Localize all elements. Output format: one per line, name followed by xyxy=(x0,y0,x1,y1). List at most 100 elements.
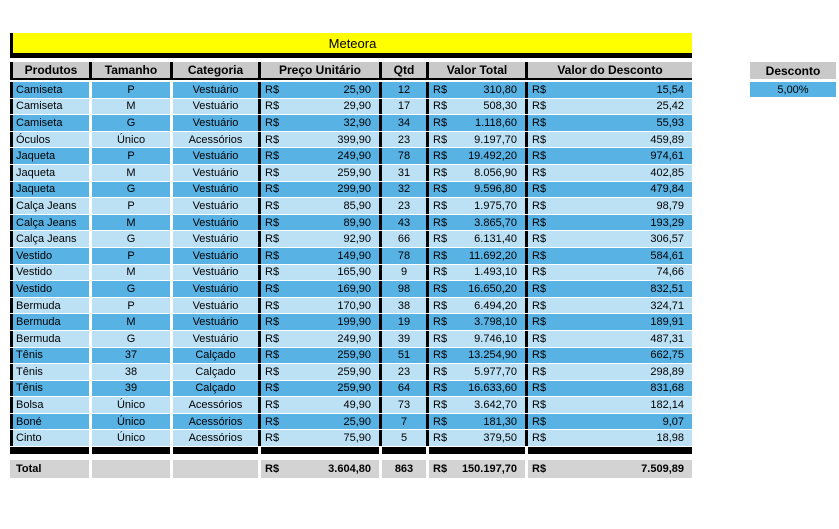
cell-qtd: 34 xyxy=(382,115,426,131)
strip-segment xyxy=(173,447,258,455)
cell-valor_total: R$ 1.118,60 xyxy=(429,115,525,131)
currency-symbol: R$ xyxy=(265,150,280,163)
column-separator xyxy=(379,115,382,131)
column-separator xyxy=(258,247,261,264)
currency-symbol: R$ xyxy=(265,216,280,229)
cell-valor_total: R$ 16.633,60 xyxy=(429,380,525,397)
column-separator xyxy=(89,264,92,281)
column-separator xyxy=(258,115,261,131)
cell-valor_total: R$ 3.865,70 xyxy=(429,214,525,231)
column-separator xyxy=(170,413,173,430)
column-separator xyxy=(258,82,261,98)
desconto-panel: Desconto 5,00% xyxy=(750,62,836,97)
table-row: Vestido G Vestuário R$ 169,90 98 R$ 16.650,20 R$… xyxy=(10,281,692,297)
cell-valor_total: R$ 19.492,20 xyxy=(429,148,525,164)
currency-symbol: R$ xyxy=(433,365,448,378)
cell-valor_desconto: R$ 74,66 xyxy=(528,264,692,281)
cell-value: 379,50 xyxy=(483,432,517,445)
column-separator xyxy=(89,82,92,98)
column-separator xyxy=(258,397,261,413)
cell-categoria: Acessórios xyxy=(173,413,258,430)
cell-value: 259,90 xyxy=(337,349,371,362)
cell-valor_total: R$ 3.798,10 xyxy=(429,314,525,330)
cell-valor_desconto: R$ 193,29 xyxy=(528,214,692,231)
table-body: Camiseta P Vestuário R$ 25,90 12 R$ 310,80 R$ 15,… xyxy=(10,82,692,447)
column-separator xyxy=(426,397,429,413)
table-left-border xyxy=(10,281,13,297)
currency-symbol: R$ xyxy=(433,282,448,295)
currency-symbol: R$ xyxy=(433,216,448,229)
cell-valor_desconto: R$ 402,85 xyxy=(528,164,692,181)
column-separator xyxy=(258,297,261,314)
column-separator xyxy=(170,231,173,247)
cell-value: 306,57 xyxy=(650,233,684,246)
currency-symbol: R$ xyxy=(532,199,547,212)
cell-valor_desconto: R$ 9,07 xyxy=(528,413,692,430)
currency-symbol: R$ xyxy=(532,282,547,295)
cell-valor_total: R$ 3.642,70 xyxy=(429,397,525,413)
cell-value: 259,90 xyxy=(337,365,371,378)
column-separator xyxy=(379,82,382,98)
cell-valor_total: R$ 8.056,90 xyxy=(429,164,525,181)
currency-symbol: R$ xyxy=(532,332,547,345)
cell-tamanho: M xyxy=(92,214,170,231)
cell-value: 832,51 xyxy=(650,282,684,295)
strip-segment xyxy=(261,447,379,455)
cell-produto: Vestido xyxy=(13,264,89,281)
table-row: Jaqueta G Vestuário R$ 299,90 32 R$ 9.596,80 R$ 4… xyxy=(10,181,692,198)
column-separator xyxy=(89,131,92,148)
column-separator xyxy=(89,115,92,131)
column-separator xyxy=(525,198,528,214)
column-separator xyxy=(89,364,92,380)
cell-qtd: 23 xyxy=(382,131,426,148)
cell-preco_unitario: R$ 249,90 xyxy=(261,330,379,347)
column-separator xyxy=(170,115,173,131)
cell-categoria: Vestuário xyxy=(173,214,258,231)
column-separator xyxy=(170,380,173,397)
title-underline xyxy=(10,53,692,58)
cell-value: 1.118,60 xyxy=(474,116,517,129)
currency-symbol: R$ xyxy=(532,183,547,196)
column-separator xyxy=(379,198,382,214)
cell-value: 1.975,70 xyxy=(474,199,517,212)
currency-symbol: R$ xyxy=(532,365,547,378)
table-row: Cinto Único Acessórios R$ 75,90 5 R$ 379,50 R$ 18… xyxy=(10,430,692,447)
strip-segment xyxy=(429,447,525,455)
cell-value: 15,54 xyxy=(656,83,684,96)
cell-tamanho: P xyxy=(92,198,170,214)
cell-valor_total: R$ 181,30 xyxy=(429,413,525,430)
column-separator xyxy=(170,181,173,198)
column-separator xyxy=(170,447,173,455)
column-separator xyxy=(426,148,429,164)
cell-value: 199,90 xyxy=(337,316,371,329)
column-separator xyxy=(258,181,261,198)
currency-symbol: R$ xyxy=(265,415,280,428)
column-separator xyxy=(170,164,173,181)
cell-categoria: Vestuário xyxy=(173,115,258,131)
column-separator xyxy=(525,347,528,364)
column-separator xyxy=(379,447,382,455)
column-separator xyxy=(525,380,528,397)
column-separator xyxy=(258,62,261,78)
currency-symbol: R$ xyxy=(265,116,280,129)
currency-symbol: R$ xyxy=(433,399,448,412)
cell-produto: Bermuda xyxy=(13,330,89,347)
table-row: Tênis 38 Calçado R$ 259,90 23 R$ 5.977,70 R$ 298,… xyxy=(10,364,692,380)
currency-symbol: R$ xyxy=(532,432,547,445)
cell-produto-total: Total xyxy=(13,460,89,479)
cell-produto: Jaqueta xyxy=(13,148,89,164)
cell-value: 18,98 xyxy=(656,432,684,445)
cell-produto: Bermuda xyxy=(13,314,89,330)
cell-produto: Camiseta xyxy=(13,98,89,115)
cell-value: 29,90 xyxy=(343,100,371,113)
cell-produto: Tênis xyxy=(13,380,89,397)
cell-categoria: Vestuário xyxy=(173,264,258,281)
cell-qtd: 5 xyxy=(382,430,426,447)
column-separator xyxy=(89,347,92,364)
cell-value: 150.197,70 xyxy=(461,463,517,476)
column-separator xyxy=(525,131,528,148)
column-separator xyxy=(258,264,261,281)
cell-qtd: 19 xyxy=(382,314,426,330)
currency-symbol: R$ xyxy=(433,463,448,476)
cell-produto: Calça Jeans xyxy=(13,231,89,247)
